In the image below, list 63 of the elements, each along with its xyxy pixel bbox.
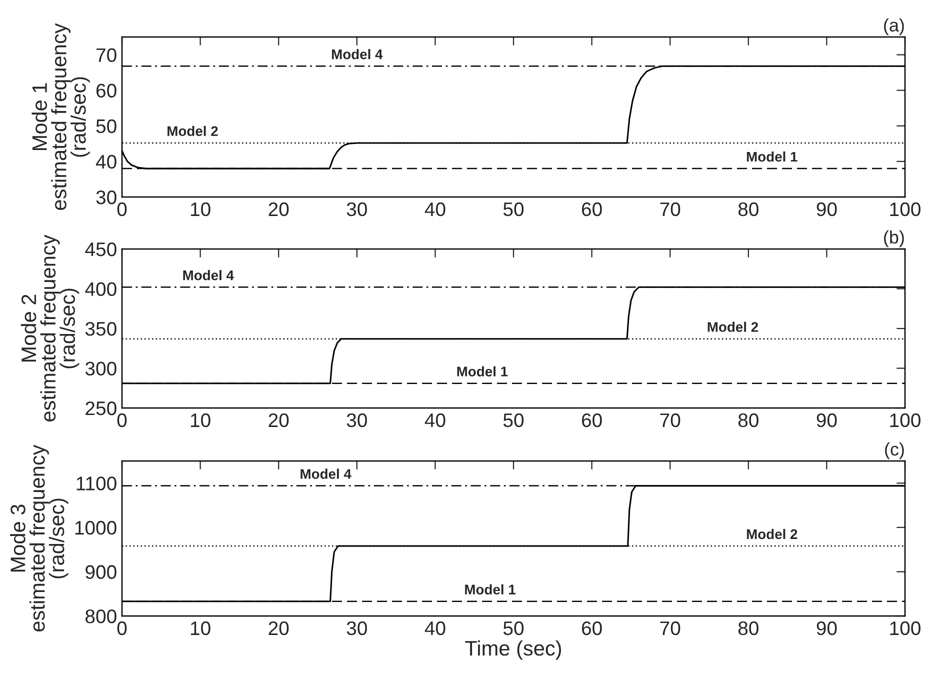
x-tick-label: 30 (346, 413, 367, 428)
x-tick-label: 40 (424, 202, 446, 216)
x-tick-label: 60 (582, 413, 602, 428)
x-tick-label: 40 (424, 621, 446, 636)
x-tick-label: 60 (582, 202, 602, 216)
y-tick-label: 300 (85, 362, 116, 376)
x-tick-label: 0 (117, 413, 127, 428)
x-tick-label: 100 (890, 621, 920, 636)
chart-title: (b) (884, 230, 904, 248)
x-axis-title: Time (sec) (465, 640, 562, 660)
x-tick-label: 100 (890, 413, 920, 428)
x-tick-label: 100 (890, 202, 920, 216)
annotation: Model 4 (300, 468, 352, 479)
x-tick-label: 50 (503, 413, 524, 428)
annotation: Model 1 (746, 151, 798, 162)
annotation: Model 4 (183, 270, 234, 280)
x-tick-label: 20 (268, 202, 289, 216)
y-axis-title: Mode 3 estimated frequency (rad/sec) (10, 444, 68, 632)
y-tick-label: 60 (96, 84, 116, 98)
y-tick-label: 1000 (75, 520, 116, 535)
x-tick-label: 60 (582, 621, 602, 636)
x-tick-label: 90 (816, 202, 837, 216)
y-tick-label: 400 (85, 282, 116, 296)
x-tick-label: 70 (660, 621, 680, 636)
x-tick-label: 0 (117, 621, 127, 636)
x-tick-label: 0 (117, 202, 127, 216)
x-tick-label: 80 (738, 202, 758, 216)
y-tick-label: 70 (96, 48, 116, 62)
x-tick-label: 10 (190, 202, 210, 216)
y-axis-title: Mode 1 estimated frequency (rad/sec) (32, 23, 90, 210)
chart-title: (c) (885, 442, 904, 460)
annotation: Model 1 (457, 366, 508, 376)
annotation: Model 2 (168, 126, 218, 136)
chart-title: (a) (884, 18, 904, 36)
annotation: Model 2 (708, 322, 758, 332)
y-tick-label: 800 (86, 609, 116, 624)
y-tick-label: 350 (85, 322, 116, 336)
x-tick-label: 50 (503, 202, 524, 216)
x-tick-label: 20 (268, 621, 289, 636)
x-tick-label: 80 (738, 621, 758, 636)
y-axis-title: Mode 2 estimated frequency (rad/sec) (20, 234, 80, 422)
x-tick-label: 20 (268, 413, 289, 428)
x-tick-label: 30 (346, 621, 367, 636)
annotation: Model 2 (746, 528, 798, 540)
x-tick-label: 70 (660, 202, 680, 216)
y-tick-label: 30 (96, 190, 116, 204)
x-tick-label: 30 (346, 202, 367, 216)
x-tick-label: 10 (190, 413, 210, 428)
y-tick-label: 250 (86, 401, 116, 416)
x-tick-label: 90 (816, 413, 837, 428)
y-tick-label: 50 (96, 119, 116, 134)
annotation: Model 4 (332, 49, 383, 60)
y-tick-label: 900 (86, 565, 116, 579)
x-tick-label: 80 (738, 413, 758, 428)
x-tick-label: 90 (816, 621, 837, 636)
y-tick-label: 450 (85, 242, 116, 256)
x-tick-label: 50 (503, 621, 524, 636)
x-tick-label: 10 (190, 621, 210, 636)
annotation: Model 1 (465, 584, 516, 594)
y-tick-label: 1100 (76, 476, 116, 490)
x-tick-label: 40 (424, 413, 446, 428)
y-tick-label: 40 (96, 154, 116, 169)
x-tick-label: 70 (660, 413, 680, 428)
